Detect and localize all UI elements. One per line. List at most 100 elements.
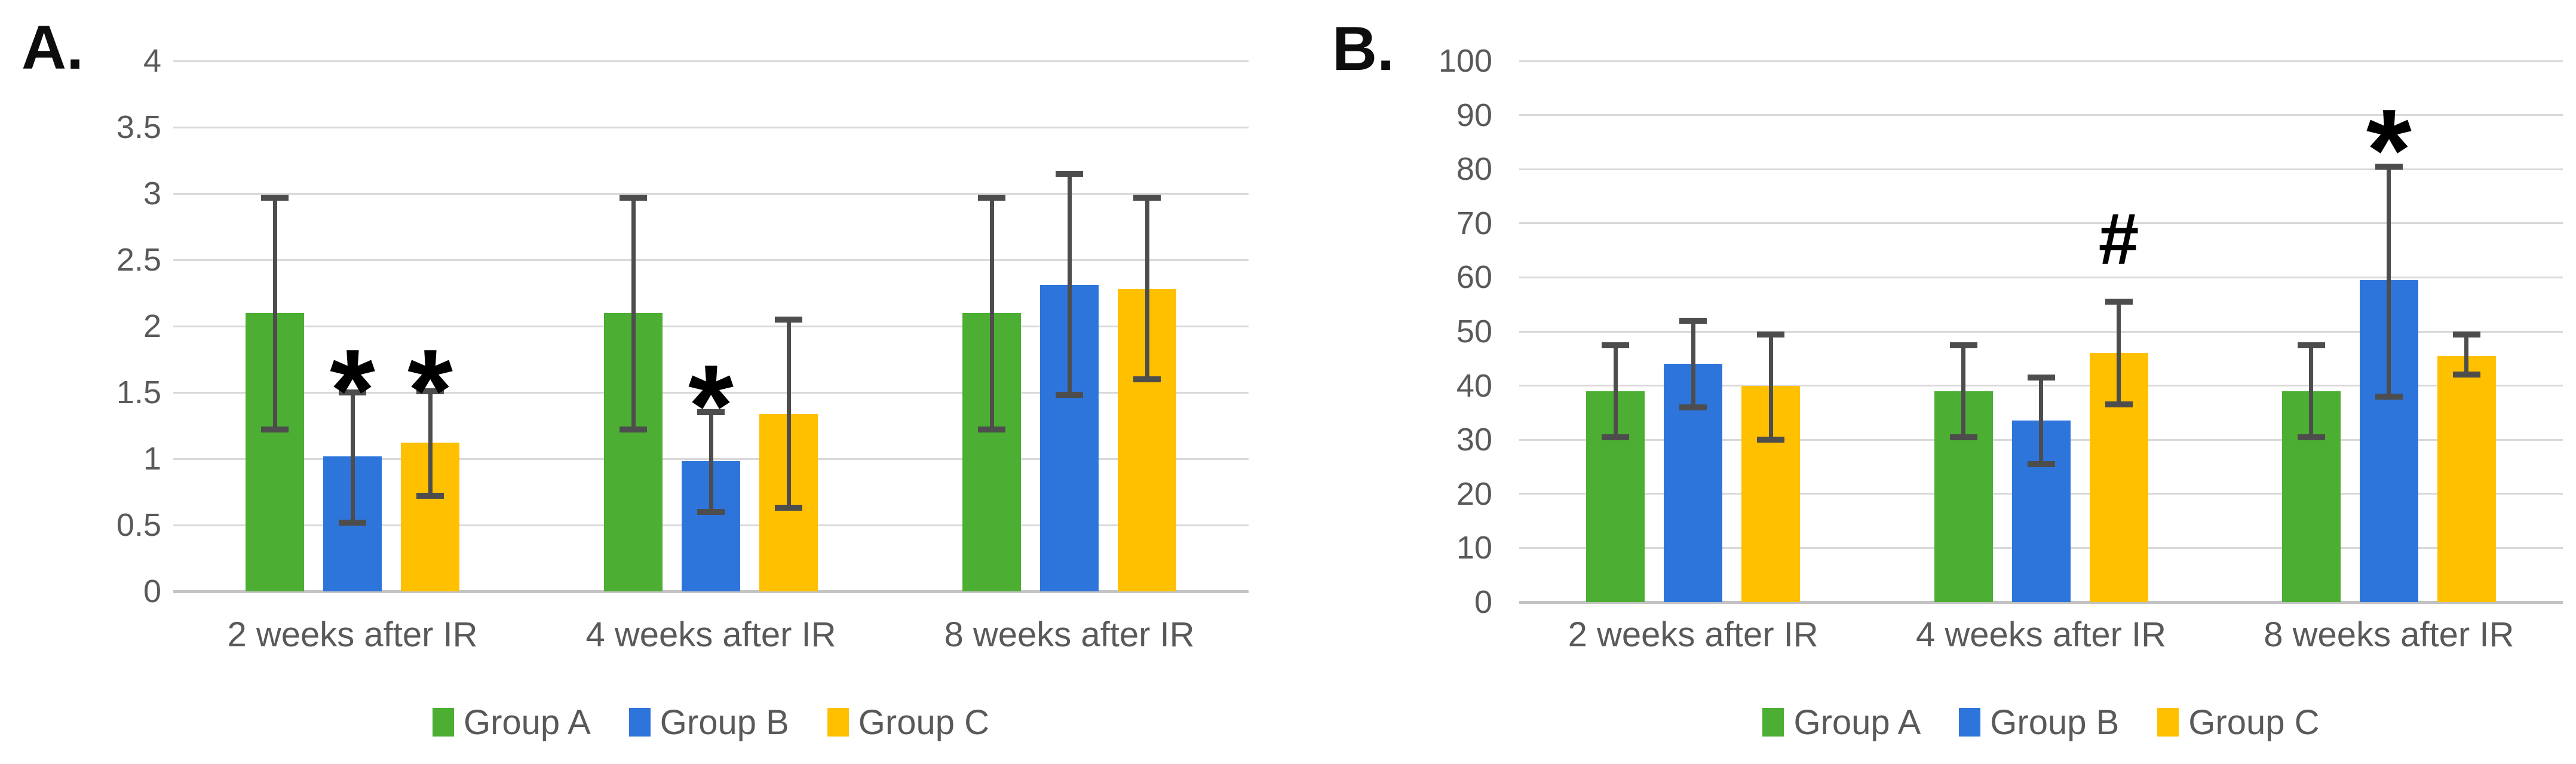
- y-axis-tick-label: 1: [143, 441, 161, 477]
- y-axis-tick-label: 10: [1456, 530, 1492, 566]
- chart-panel-b: B. 0 10 20 30 40 50 60 70 80 90 100 2 weeks after I…: [1288, 0, 2576, 764]
- bar-group-c: [2437, 355, 2496, 602]
- error-bar: [2039, 378, 2043, 464]
- gridline: [173, 126, 1249, 128]
- error-bar-cap: [1602, 342, 1630, 348]
- error-bar-cap: [1602, 434, 1630, 440]
- panel-label-b: B.: [1332, 14, 1394, 84]
- error-bar: [786, 319, 791, 508]
- legend-item: Group B: [628, 702, 789, 742]
- error-bar: [1145, 197, 1149, 379]
- legend-item: Group A: [1762, 702, 1921, 742]
- legend: Group A Group B Group C: [173, 702, 1249, 742]
- significance-marker: #: [2098, 198, 2139, 280]
- legend-label: Group B: [660, 702, 789, 742]
- error-bar-cap: [261, 194, 289, 201]
- y-axis-tick-label: 100: [1438, 43, 1492, 79]
- error-bar-cap: [1757, 437, 1785, 443]
- error-bar-cap: [1679, 317, 1707, 324]
- error-bar-cap: [775, 316, 802, 323]
- error-bar: [350, 392, 355, 523]
- error-bar: [1691, 320, 1695, 407]
- error-bar-cap: [2297, 434, 2325, 440]
- error-bar: [2309, 345, 2314, 437]
- error-bar: [1768, 334, 1773, 440]
- gridline: [173, 391, 1249, 394]
- y-axis-tick-label: 2: [143, 308, 161, 344]
- error-bar-cap: [2105, 299, 2133, 305]
- significance-marker: *: [688, 340, 734, 471]
- error-bar-cap: [416, 388, 444, 394]
- legend-swatch: [1762, 708, 1784, 737]
- x-axis-category-label: 4 weeks after IR: [585, 615, 836, 654]
- error-bar-cap: [1679, 404, 1707, 410]
- x-axis-line: [173, 590, 1249, 593]
- legend-swatch: [827, 708, 849, 737]
- y-axis-tick-label: 70: [1456, 205, 1492, 241]
- gridline: [173, 192, 1249, 195]
- error-bar: [709, 412, 713, 512]
- y-axis-tick-label: 50: [1456, 314, 1492, 349]
- gridline: [1519, 276, 2563, 278]
- error-bar-cap: [2105, 401, 2133, 408]
- gridline: [1519, 168, 2563, 170]
- error-bar-cap: [2452, 331, 2480, 337]
- error-bar-cap: [339, 519, 366, 526]
- error-bar-cap: [1056, 392, 1083, 398]
- error-bar-cap: [2375, 163, 2403, 170]
- legend-swatch: [432, 708, 454, 737]
- legend-swatch: [1959, 708, 1981, 737]
- error-bar-cap: [978, 194, 1005, 201]
- gridline: [173, 60, 1249, 62]
- y-axis-tick-label: 0.5: [116, 507, 161, 543]
- gridline: [1519, 114, 2563, 116]
- error-bar-cap: [2027, 461, 2055, 467]
- x-axis-category-label: 8 weeks after IR: [944, 615, 1195, 654]
- x-axis-category-label: 4 weeks after IR: [1915, 615, 2167, 654]
- error-bar: [428, 391, 433, 496]
- error-bar-cap: [2452, 372, 2480, 378]
- error-bar-cap: [775, 505, 802, 511]
- error-bar: [2117, 302, 2121, 405]
- legend-label: Group A: [463, 702, 591, 742]
- y-axis-tick-label: 0: [143, 573, 161, 609]
- error-bar-cap: [697, 409, 725, 416]
- error-bar-cap: [2027, 375, 2055, 381]
- error-bar-cap: [2297, 342, 2325, 348]
- legend-item: Group C: [827, 702, 989, 742]
- error-bar-cap: [339, 389, 366, 395]
- significance-marker: *: [407, 325, 453, 456]
- gridline: [173, 259, 1249, 261]
- legend-item: Group C: [2157, 702, 2320, 742]
- error-bar-cap: [620, 194, 647, 201]
- error-bar-cap: [2375, 393, 2403, 400]
- legend-swatch: [2157, 708, 2179, 737]
- gridline: [1519, 222, 2563, 225]
- y-axis-tick-label: 40: [1456, 367, 1492, 404]
- error-bar-cap: [1056, 170, 1083, 177]
- error-bar-cap: [1133, 194, 1161, 201]
- legend-item: Group B: [1959, 702, 2119, 742]
- y-axis-tick-label: 1.5: [116, 375, 161, 410]
- legend-label: Group B: [1990, 702, 2120, 742]
- y-axis-tick-label: 2.5: [116, 242, 161, 278]
- y-axis-tick-label: 60: [1456, 259, 1492, 296]
- error-bar-cap: [261, 427, 289, 433]
- y-axis-tick-label: 3: [143, 176, 161, 211]
- gridline: [173, 325, 1249, 327]
- error-bar-cap: [978, 427, 1005, 433]
- legend-label: Group A: [1793, 702, 1921, 742]
- gridline: [1519, 60, 2563, 62]
- error-bar: [1613, 345, 1618, 437]
- error-bar-cap: [416, 493, 444, 499]
- error-bar: [2464, 334, 2469, 375]
- y-axis-tick-label: 0: [1474, 584, 1492, 620]
- y-axis-tick-label: 30: [1456, 422, 1492, 458]
- error-bar-cap: [1757, 331, 1785, 337]
- chart-panel-a: A. 0 0.5 1 1.5 2 2.5 3 3.5 4 2 weeks after IR 4 we…: [22, 17, 1249, 742]
- error-bar: [989, 197, 994, 430]
- x-axis-line: [1519, 600, 2563, 604]
- error-bar: [1961, 345, 1965, 437]
- legend-item: Group A: [432, 702, 591, 742]
